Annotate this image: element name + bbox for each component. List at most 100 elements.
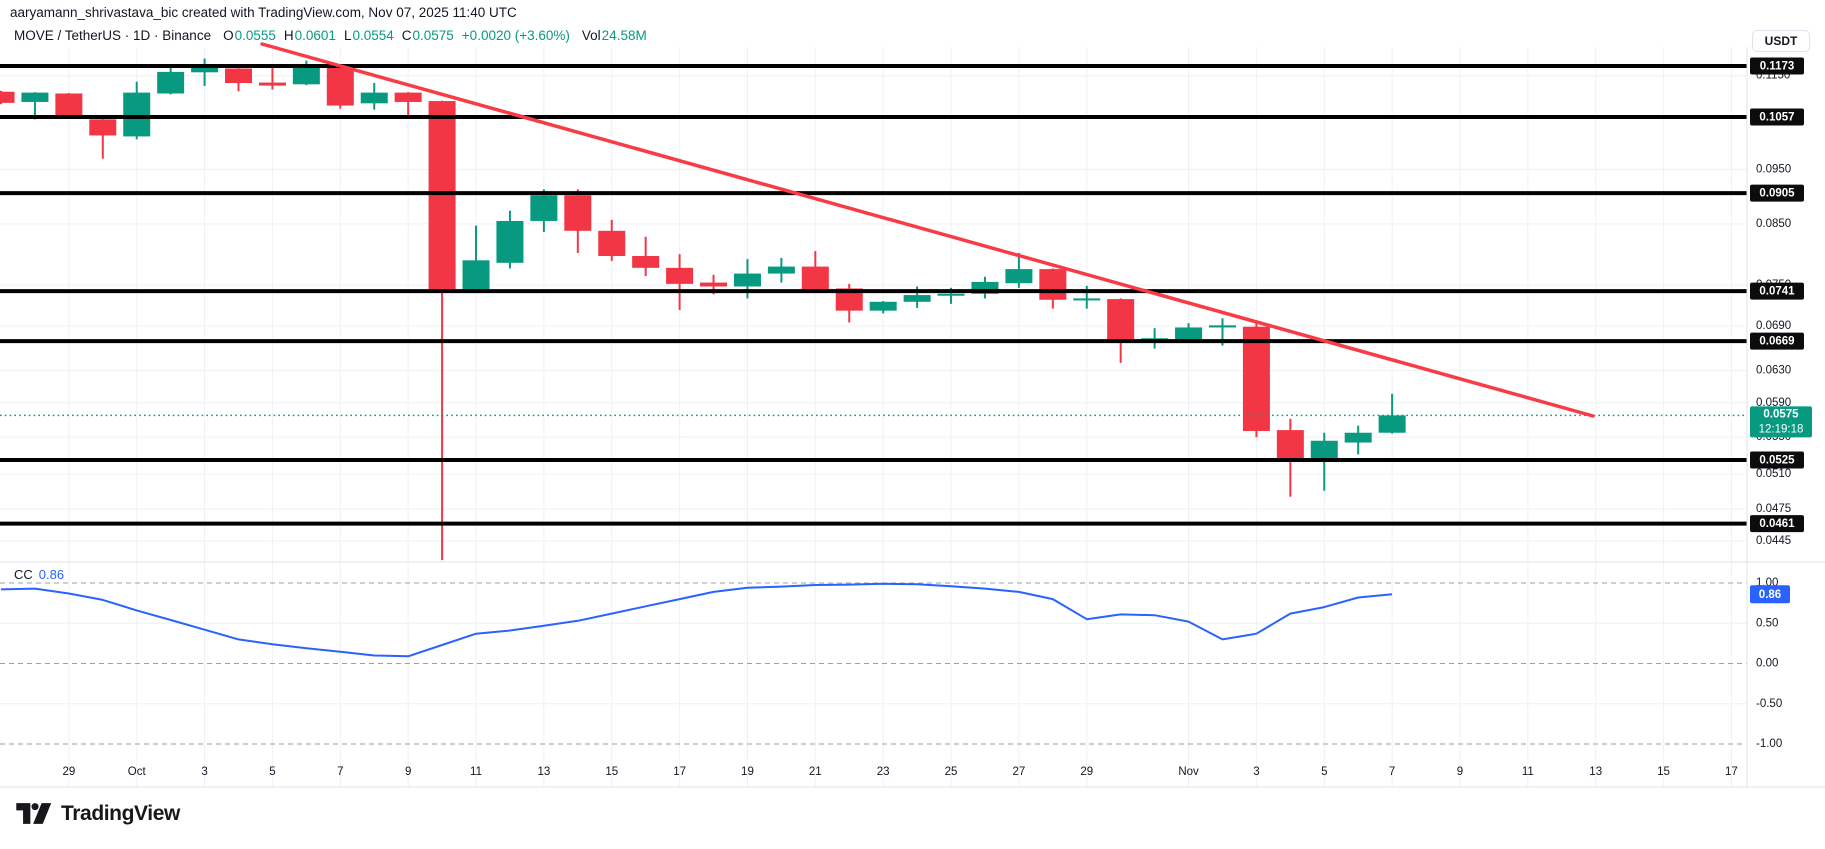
price-level-badge-text: 0.0905: [1759, 188, 1795, 200]
candle: [598, 219, 626, 261]
candle: [1175, 323, 1203, 342]
candle: [123, 81, 151, 140]
candles-series: [0, 58, 1406, 561]
date-tick-label: 7: [1389, 766, 1395, 778]
candle: [258, 66, 286, 90]
price-level-badge: [1750, 108, 1804, 126]
date-tick-label: 13: [537, 766, 550, 778]
cc-axis-label: -1.00: [1756, 738, 1782, 750]
date-tick-label: 3: [201, 766, 207, 778]
candle: [1276, 418, 1304, 497]
price-level-badge-text: 0.1173: [1760, 61, 1795, 73]
candle: [1344, 425, 1372, 455]
date-tick-label: Nov: [1178, 766, 1199, 778]
date-tick-label: 3: [1253, 766, 1259, 778]
candle: [1039, 268, 1067, 309]
current-price-badge: [1750, 406, 1812, 438]
ohlc-value: 0.0601: [294, 28, 336, 43]
price-level-badge: [1750, 184, 1804, 202]
price-axis[interactable]: 0.11500.09500.08500.07500.06900.06300.05…: [1750, 57, 1812, 548]
current-price-badge-value: 0.0575: [1763, 408, 1799, 420]
cc-axis-label: -0.50: [1756, 698, 1782, 710]
date-tick-label: 9: [405, 766, 411, 778]
time-axis[interactable]: 29 Oct 3 5 7 9 11 13 15 17 19 21 23 25 27 29 Nov 3 5 7 9 11 13…: [62, 766, 1737, 778]
candle: [1107, 298, 1135, 363]
date-tick-label: 13: [1589, 766, 1602, 778]
candle: [1141, 328, 1169, 349]
price-level-badge: [1750, 451, 1804, 469]
date-tick-label: 21: [809, 766, 822, 778]
date-tick-label: 5: [269, 766, 275, 778]
candle: [191, 58, 219, 87]
price-level-badge-text: 0.0525: [1759, 454, 1795, 466]
gridlines: [0, 47, 1747, 787]
cc-value-badge: [1750, 585, 1790, 604]
ohlc-key: H: [283, 28, 294, 43]
date-tick-label: 19: [741, 766, 754, 778]
descending-trendline[interactable]: [260, 42, 1595, 418]
candle: [496, 210, 524, 269]
candle: [530, 189, 558, 232]
candle: [157, 67, 185, 95]
candle: [869, 301, 897, 314]
pane-separators: [0, 47, 1825, 788]
date-tick-label: 29: [1080, 766, 1093, 778]
price-level-badge-text: 0.0669: [1759, 336, 1794, 348]
change-value: +0.0020 (+3.60%): [461, 28, 570, 43]
date-tick-label: 29: [62, 766, 75, 778]
date-tick-label: 15: [1657, 766, 1670, 778]
cc-axis-label: 0.00: [1756, 658, 1778, 670]
indicator-legend[interactable]: CC 0.86: [14, 567, 64, 582]
price-level-badge-text: 0.1057: [1759, 112, 1794, 124]
candle: [462, 225, 490, 292]
date-tick-label: 27: [1013, 766, 1026, 778]
date-tick-label: 11: [470, 766, 482, 778]
volume-label: Vol: [581, 28, 601, 43]
candle: [1378, 393, 1406, 434]
ohlc-key: L: [343, 28, 352, 43]
tradingview-logo-icon: [16, 803, 52, 824]
currency-toggle-button[interactable]: USDT: [1752, 30, 1810, 52]
date-tick-label: 5: [1321, 766, 1327, 778]
price-level-badge: [1750, 57, 1804, 75]
date-tick-label: 23: [877, 766, 890, 778]
cc-value-badge-text: 0.86: [1759, 589, 1781, 601]
candle: [564, 189, 592, 253]
candle: [1005, 252, 1033, 288]
indicator-value: 0.86: [38, 567, 65, 582]
date-tick-label: 15: [605, 766, 618, 778]
cc-correlation-line: [0, 582, 1393, 658]
price-axis-label: 0.0690: [1756, 320, 1791, 332]
price-axis-label: 0.0950: [1756, 163, 1791, 175]
candle: [632, 236, 660, 277]
price-level-badge-text: 0.0461: [1759, 518, 1795, 530]
price-level-badge: [1750, 332, 1804, 350]
candle: [55, 93, 83, 117]
symbol-ohlc-row[interactable]: MOVE / TetherUS · 1D · Binance O0.0555 H0.…: [14, 28, 647, 43]
tradingview-logo-text: TradingView: [61, 801, 180, 825]
candle: [0, 90, 15, 105]
date-tick-label: 11: [1522, 766, 1534, 778]
price-axis-label: 0.0475: [1756, 503, 1791, 515]
candle: [767, 257, 795, 283]
ohlc-value: 0.0554: [352, 28, 394, 43]
cc-axis[interactable]: 1.000.500.00-0.50-1.000.86: [1750, 577, 1790, 750]
candle: [666, 254, 694, 310]
candle: [394, 92, 422, 118]
price-level-badge-text: 0.0741: [1759, 286, 1795, 298]
candle: [360, 83, 388, 110]
ohlc-key: C: [401, 28, 412, 43]
candle: [801, 251, 829, 292]
cc-axis-label: 0.50: [1756, 617, 1778, 629]
attribution-text: aaryamann_shrivastava_bic created with T…: [10, 5, 517, 20]
price-axis-label: 0.0630: [1756, 365, 1791, 377]
date-tick-label: 17: [673, 766, 686, 778]
price-axis-label: 0.0590: [1756, 397, 1791, 409]
tradingview-logo[interactable]: TradingView: [16, 801, 180, 826]
indicator-name: CC: [14, 567, 33, 582]
candle: [225, 68, 253, 92]
volume-value: 24.58M: [601, 28, 647, 43]
price-level-badge: [1750, 515, 1804, 533]
date-tick-label: 9: [1457, 766, 1463, 778]
